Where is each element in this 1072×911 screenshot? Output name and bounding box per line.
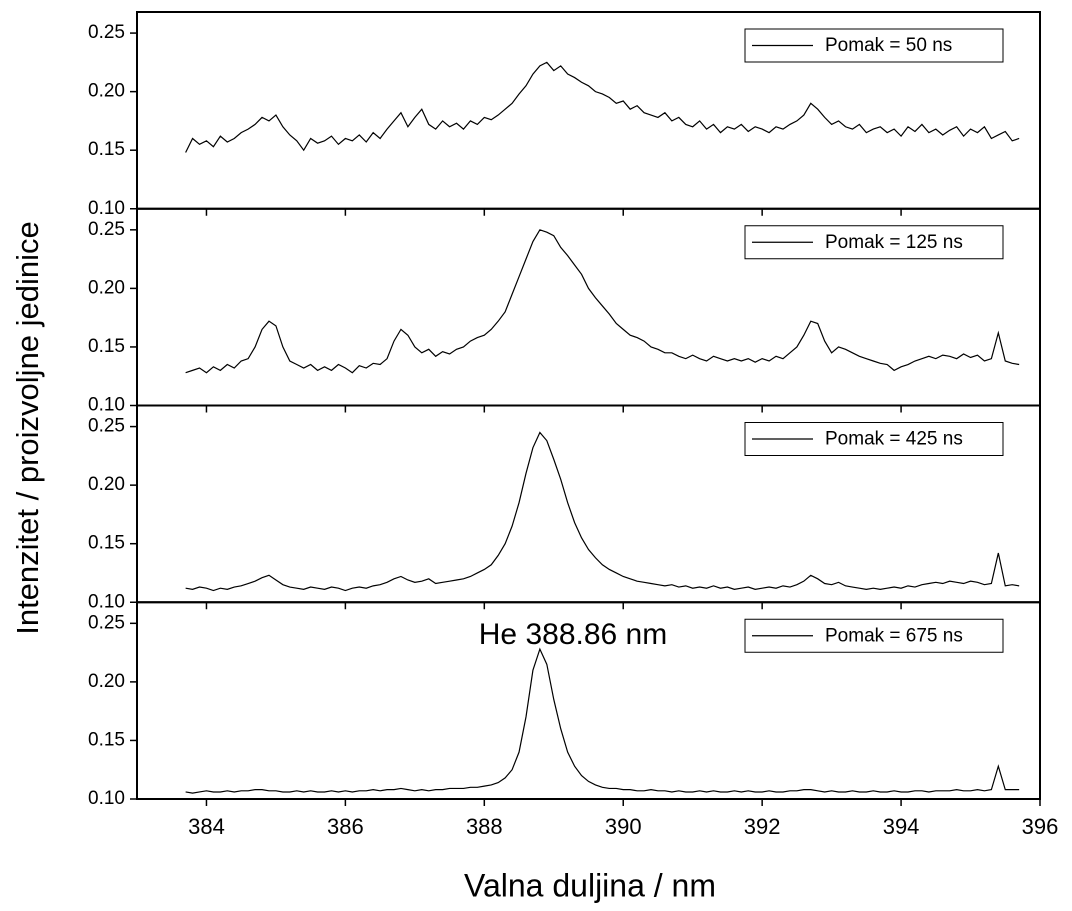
legend-label: Pomak = 675 ns <box>825 625 963 646</box>
y-tick-label: 0.15 <box>88 533 125 554</box>
y-tick-label: 0.20 <box>88 81 125 102</box>
annotation: He 388.86 nm <box>479 618 667 651</box>
spectrum-line <box>185 61 1020 153</box>
y-tick-label: 0.20 <box>88 474 125 495</box>
legend-label: Pomak = 425 ns <box>825 429 963 450</box>
y-tick-label: 0.15 <box>88 729 125 750</box>
spectrum-line <box>185 431 1020 592</box>
y-tick-label: 0.25 <box>88 22 125 43</box>
y-tick-label: 0.25 <box>88 219 125 240</box>
x-tick-label: 394 <box>883 814 920 839</box>
y-axis-label: Intenzitet / proizvoljne jedinice <box>10 221 45 635</box>
y-tick-label: 0.20 <box>88 671 125 692</box>
x-tick-label: 384 <box>188 814 225 839</box>
x-tick-label: 396 <box>1022 814 1059 839</box>
y-tick-label: 0.15 <box>88 336 125 357</box>
legend-label: Pomak = 50 ns <box>825 35 952 56</box>
x-tick-label: 392 <box>744 814 781 839</box>
y-tick-label: 0.25 <box>88 416 125 437</box>
y-tick-label: 0.20 <box>88 277 125 298</box>
y-tick-label: 0.10 <box>88 788 125 809</box>
x-tick-label: 388 <box>466 814 503 839</box>
y-tick-label: 0.15 <box>88 139 125 160</box>
spectrum-line <box>185 647 1020 794</box>
plot-frame <box>136 601 1041 800</box>
x-tick-label: 386 <box>327 814 364 839</box>
spectrum-line <box>185 229 1020 374</box>
y-tick-label: 0.25 <box>88 612 125 633</box>
legend-label: Pomak = 125 ns <box>825 232 963 253</box>
y-tick-label: 0.10 <box>88 591 125 612</box>
x-axis-label: Valna duljina / nm <box>464 867 716 903</box>
y-tick-label: 0.10 <box>88 395 125 416</box>
y-tick-label: 0.10 <box>88 198 125 219</box>
x-tick-label: 390 <box>605 814 642 839</box>
